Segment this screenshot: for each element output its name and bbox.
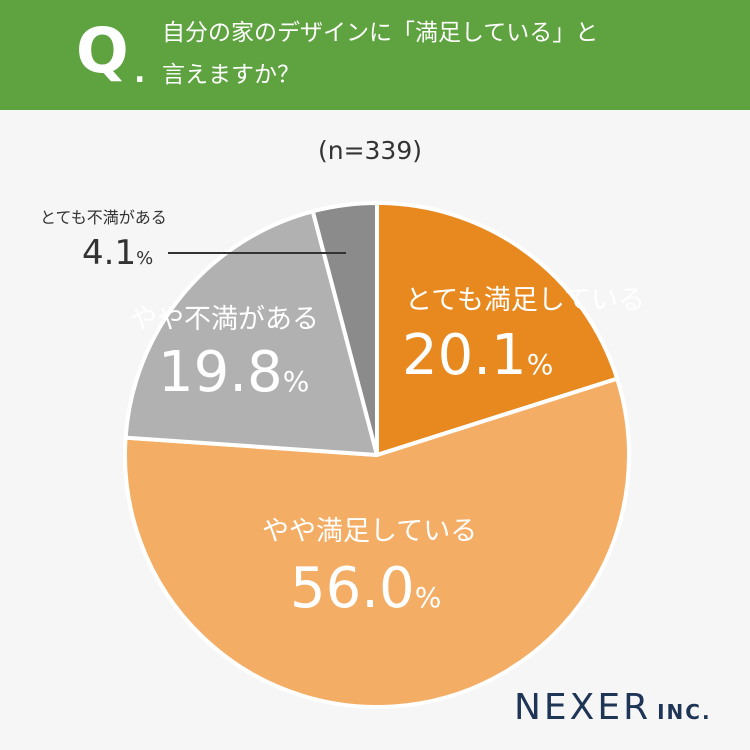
- pie-slice-somewhat-dissatisfied: [123, 209, 379, 457]
- value-somewhat-satisfied: 56.0%: [290, 561, 441, 617]
- logo-name: NEXER: [514, 687, 652, 728]
- label-somewhat-satisfied: やや満足している: [262, 518, 477, 545]
- slice-label-very-satisfied: とても満足している: [405, 285, 646, 316]
- label-very-satisfied: とても満足している: [405, 287, 645, 314]
- slice-unit-somewhat-satisfied: %: [414, 581, 442, 614]
- value-very-satisfied: 20.1%: [402, 328, 553, 384]
- slice-unit-very-dissatisfied: %: [136, 248, 154, 269]
- question-header: Q . 自分の家のデザインに「満足している」と 言えますか？: [0, 0, 750, 110]
- question-dot: .: [134, 55, 146, 90]
- label-somewhat-dissatisfied: やや不満がある: [130, 306, 319, 333]
- slice-label-somewhat-dissatisfied: やや不満がある: [130, 304, 319, 335]
- slice-value-very-dissatisfied: 4.1: [82, 233, 137, 273]
- pie-slice-very-dissatisfied: [310, 201, 379, 457]
- pie-slice-somewhat-satisfied: [123, 376, 631, 709]
- value-somewhat-dissatisfied: 19.8%: [158, 345, 309, 401]
- question-mark: Q: [76, 14, 129, 87]
- slice-value-very-satisfied: 20.1: [402, 323, 527, 388]
- logo-suffix: INC.: [657, 700, 712, 724]
- slice-unit-very-satisfied: %: [526, 348, 554, 381]
- slice-value-somewhat-satisfied: 56.0: [290, 556, 415, 621]
- nexer-logo: NEXER INC.: [514, 690, 712, 726]
- pie-slice-very-satisfied: [375, 201, 620, 457]
- value-very-dissatisfied: 4.1%: [82, 236, 153, 270]
- question-text-line1: 自分の家のデザインに「満足している」と: [162, 20, 599, 46]
- leader-line-very-dissatisfied: [168, 252, 346, 254]
- question-text-line2: 言えますか？: [162, 62, 300, 88]
- slice-label-somewhat-satisfied: やや満足している: [262, 516, 478, 547]
- label-very-dissatisfied: とても不満がある: [40, 210, 167, 226]
- sample-size-label: (n=339): [317, 136, 423, 165]
- slice-unit-somewhat-dissatisfied: %: [282, 365, 310, 398]
- slice-label-very-dissatisfied: とても不満がある: [40, 208, 167, 227]
- slice-value-somewhat-dissatisfied: 19.8: [158, 340, 283, 405]
